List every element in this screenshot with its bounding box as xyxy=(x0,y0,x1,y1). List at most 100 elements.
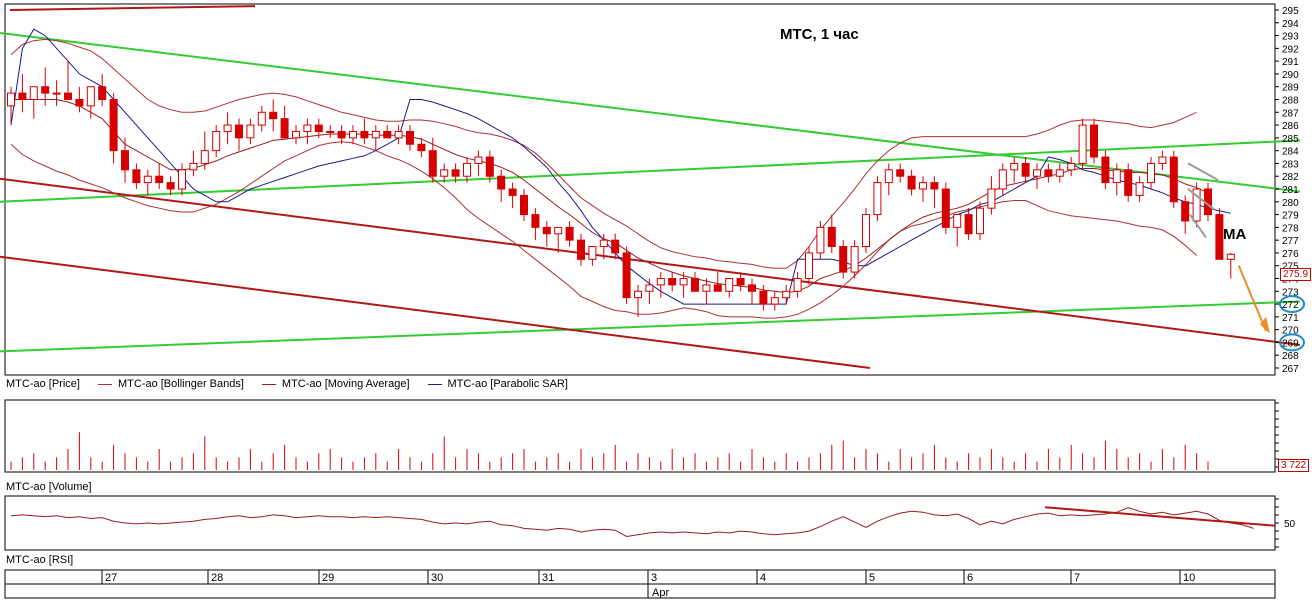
date-label: 5 xyxy=(869,572,875,584)
candle-body xyxy=(1090,124,1098,158)
candle-body xyxy=(839,246,848,273)
y-tick-label: 289 xyxy=(1282,83,1299,94)
price-panel-frame xyxy=(4,3,1276,376)
candle-body xyxy=(588,246,597,260)
legend-item-sar-text: MTC-ao [Parabolic SAR] xyxy=(447,378,568,390)
candle-body xyxy=(1124,169,1133,196)
volume-panel-frame xyxy=(4,399,1276,473)
candle-body xyxy=(360,130,369,139)
candle-body xyxy=(1067,162,1076,171)
ma-annotation: МА xyxy=(1223,226,1247,243)
candle-body xyxy=(371,130,380,139)
candle-body xyxy=(554,226,563,235)
candle-body xyxy=(862,214,870,248)
legend-item-price: MTC-ao [Price] xyxy=(6,378,80,390)
legend-item-sar: MTC-ao [Parabolic SAR] xyxy=(427,378,568,390)
candle-body xyxy=(565,226,574,241)
candle-body xyxy=(816,226,825,254)
rsi-tick-label: 50 xyxy=(1284,519,1296,530)
candle-body xyxy=(485,156,494,177)
candle-body xyxy=(257,111,266,126)
last-price-label: 275.9 xyxy=(1280,268,1312,281)
candle-body xyxy=(611,239,620,254)
y-tick-label: 275 xyxy=(1282,262,1299,273)
candle-body xyxy=(155,175,164,184)
candle-body xyxy=(52,92,61,95)
candle-body xyxy=(1055,169,1064,177)
candle-body xyxy=(1021,162,1030,177)
candle-body xyxy=(1181,201,1190,222)
date-label: 10 xyxy=(1183,572,1195,584)
y-tick-label: 292 xyxy=(1282,44,1299,55)
candle-body xyxy=(394,130,403,139)
candle-body xyxy=(1169,156,1178,203)
trendline xyxy=(0,255,871,369)
y-tick-label: 280 xyxy=(1282,198,1299,209)
rsi-line xyxy=(10,507,1254,538)
rsi-trendline xyxy=(1044,506,1276,527)
y-tick-label: 291 xyxy=(1282,57,1299,68)
candle-body xyxy=(497,175,506,190)
candle-body xyxy=(463,162,471,177)
candle-body xyxy=(907,175,916,190)
y-tick-label: 268 xyxy=(1282,351,1299,362)
candle-body xyxy=(246,124,255,139)
y-tick-label: 270 xyxy=(1282,326,1299,337)
candle-body xyxy=(1135,182,1144,196)
candle-body xyxy=(987,188,996,209)
candle-body xyxy=(1192,188,1201,222)
candle-body xyxy=(953,214,962,228)
date-label: 4 xyxy=(760,572,766,584)
price-legend: MTC-ao [Price] MTC-ao [Bollinger Bands] … xyxy=(6,378,568,390)
candle-body xyxy=(474,156,483,164)
legend-item-ma: MTC-ao [Moving Average] xyxy=(261,378,410,390)
candle-body xyxy=(132,169,141,184)
candle-body xyxy=(508,188,517,196)
date-label: 30 xyxy=(431,572,443,584)
candle-body xyxy=(212,130,221,152)
candle-body xyxy=(702,284,711,292)
candle-body xyxy=(178,169,186,190)
candle-body xyxy=(166,182,175,190)
bb-lower-line xyxy=(10,141,1197,319)
candle-body xyxy=(782,290,791,299)
candle-body xyxy=(634,290,642,299)
candle-body xyxy=(383,130,392,139)
candle-body xyxy=(1147,162,1155,184)
y-tick-label: 285 xyxy=(1282,134,1299,145)
ma-direction-arrow xyxy=(1187,188,1215,211)
candle-body xyxy=(109,99,118,152)
forecast-arrow xyxy=(1237,265,1267,332)
candle-body xyxy=(303,124,312,132)
legend-swatch-sar xyxy=(427,383,442,385)
date-label: 6 xyxy=(967,572,973,584)
candle-body xyxy=(1033,169,1041,177)
bb-upper-line xyxy=(10,38,1197,269)
candle-body xyxy=(121,150,129,171)
candle-body xyxy=(542,226,551,235)
date-label: 29 xyxy=(322,572,334,584)
y-tick-label: 272 xyxy=(1282,300,1299,311)
candle-body xyxy=(337,130,346,139)
trendline xyxy=(0,300,1301,353)
candle-body xyxy=(86,86,95,107)
candle-body xyxy=(850,246,859,273)
date-label: 3 xyxy=(651,572,657,584)
candle-body xyxy=(1078,124,1087,164)
candle-body xyxy=(1010,162,1019,171)
candle-body xyxy=(349,130,357,139)
candle-body xyxy=(1226,253,1235,260)
candle-body xyxy=(577,239,585,260)
legend-item-price-text: MTC-ao [Price] xyxy=(6,378,80,390)
candle-body xyxy=(713,284,722,292)
candle-body xyxy=(440,169,449,177)
candle-body xyxy=(1215,214,1224,260)
candle-body xyxy=(622,252,631,299)
candle-body xyxy=(827,226,836,248)
y-tick-label: 281 xyxy=(1282,185,1299,196)
legend-item-ma-text: MTC-ao [Moving Average] xyxy=(281,378,410,390)
legend-item-bb-text: MTC-ao [Bollinger Bands] xyxy=(117,378,244,390)
y-tick-label: 286 xyxy=(1282,121,1299,132)
candle-body xyxy=(189,162,198,171)
